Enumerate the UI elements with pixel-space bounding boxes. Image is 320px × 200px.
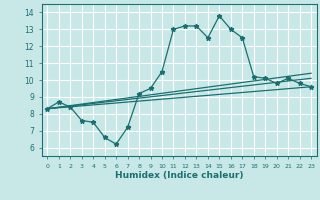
X-axis label: Humidex (Indice chaleur): Humidex (Indice chaleur): [115, 171, 244, 180]
